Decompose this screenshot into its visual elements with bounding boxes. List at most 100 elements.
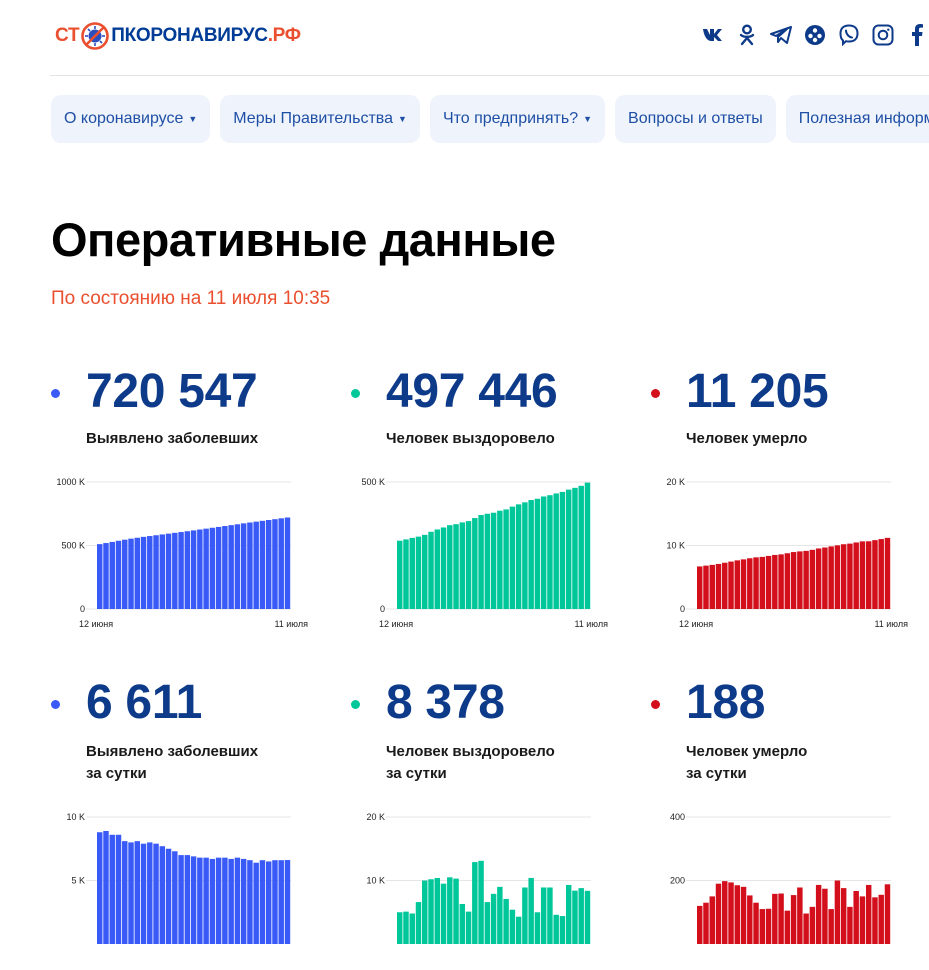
chart-bar [134,537,141,609]
bar-chart: 0 10 K 20 K 12 июня 11 июля [666,477,908,629]
chart-bar [234,857,241,944]
vk-icon[interactable] [696,18,730,52]
stat-total-cases: 720 547 Выявлено заболевших [51,366,311,456]
update-timestamp: По состоянию на 11 июля 10:35 [51,288,331,309]
chart-bar [759,909,766,944]
stat-total-deaths: 11 205 Человек умерло [651,366,911,456]
facebook-icon[interactable] [900,18,929,52]
chart-bar [397,912,403,944]
stat-label-sub: за сутки [86,765,147,782]
chart-bar [497,510,503,609]
chart-bar [709,896,715,945]
chart-bar [409,913,415,944]
chart-bar [803,913,809,944]
telegram-icon[interactable] [764,18,798,52]
chart-bar [872,897,878,944]
chart-bar [272,519,278,609]
caret-down-icon: ▼ [398,114,407,124]
yandex-icon[interactable] [798,18,832,52]
chart-bar [147,842,153,944]
chart-bar [440,527,447,609]
chart-bar [703,565,709,609]
chart-bar [853,542,859,609]
chart-bar [109,541,115,609]
chart-bar [134,841,141,944]
chart-bar [428,531,434,609]
chart-bar [128,842,134,944]
chart-total-cases: 0 500 K 1000 K 12 июня 11 июля [50,470,312,635]
chart-bar [147,536,153,609]
chart-bar [847,906,853,944]
chart-bar [534,912,541,944]
chart-bar [553,914,559,944]
chart-bar [422,880,428,944]
series-dot [51,700,60,709]
chart-bar [715,883,722,944]
y-tick-label: 5 K [71,876,85,886]
nav-item-government-measures[interactable]: Меры Правительства ▼ [220,95,420,143]
chart-bar [847,543,853,609]
chart-bar [140,536,147,609]
stat-daily-deaths: 188 Человек умерло за сутки [651,677,911,787]
chart-bar [540,496,547,609]
stat-label-sub: за сутки [686,765,747,782]
chart-bar [484,902,491,944]
odnoklassniki-icon[interactable] [730,18,764,52]
chart-daily-cases: 5 K 10 K [50,805,312,970]
chart-bar [740,559,747,609]
chart-bar [559,916,566,944]
chart-bar [809,906,816,944]
chart-bar [178,532,184,609]
y-tick-label: 10 K [66,812,85,822]
chart-bar [259,520,266,609]
chart-bar [472,862,478,944]
chart-bar [459,904,466,944]
chart-bar [115,540,122,609]
chart-bar [403,911,409,944]
stat-value: 720 547 [86,365,258,418]
chart-bar [172,851,178,944]
chart-bar [434,877,441,944]
chart-bar [159,846,166,944]
chart-bar [97,832,103,944]
chart-bar [465,521,472,609]
chart-bar [478,515,484,609]
bar-chart: 5 K 10 K [66,812,291,944]
viber-icon[interactable] [832,18,866,52]
y-tick-label: 0 [680,604,685,614]
chart-bar [503,898,509,944]
chart-bar [165,533,172,609]
chart-bar [815,884,822,944]
chart-bar [697,905,703,944]
chart-bar [447,877,453,944]
stat-total-recovered: 497 446 Человек выздоровело [351,366,611,456]
chart-bar [128,538,134,609]
chart-bar [434,529,441,609]
nav-item-what-to-do[interactable]: Что предпринять? ▼ [429,95,606,143]
chart-bar [728,561,734,609]
chart-bar [397,540,403,609]
instagram-icon[interactable] [866,18,900,52]
site-header: СТ ПКОРОНАВИРУС .РФ [50,0,929,76]
chart-bar [784,910,791,944]
chart-bar [565,884,572,944]
chart-bar [422,534,428,609]
chart-bar [815,548,822,609]
x-start-label: 12 июня [679,619,713,629]
nav-item-faq[interactable]: Вопросы и ответы [615,95,776,143]
chart-bar [228,525,234,609]
site-logo[interactable]: СТ ПКОРОНАВИРУС .РФ [55,19,301,53]
chart-bar [828,546,834,609]
chart-bar [534,498,541,609]
chart-bar [497,886,503,944]
chart-bar [697,566,703,609]
chart-bar [222,857,228,944]
nav-item-useful-info[interactable]: Полезная информ [785,95,929,143]
chart-bar [840,544,847,609]
chart-bar [734,885,741,944]
nav-item-about[interactable]: О коронавирусе ▼ [51,95,211,143]
main-navigation: О коронавирусе ▼ Меры Правительства ▼ Что … [51,95,929,143]
chart-bar [715,563,722,609]
chart-bar [247,860,253,944]
chart-bar [547,495,553,609]
